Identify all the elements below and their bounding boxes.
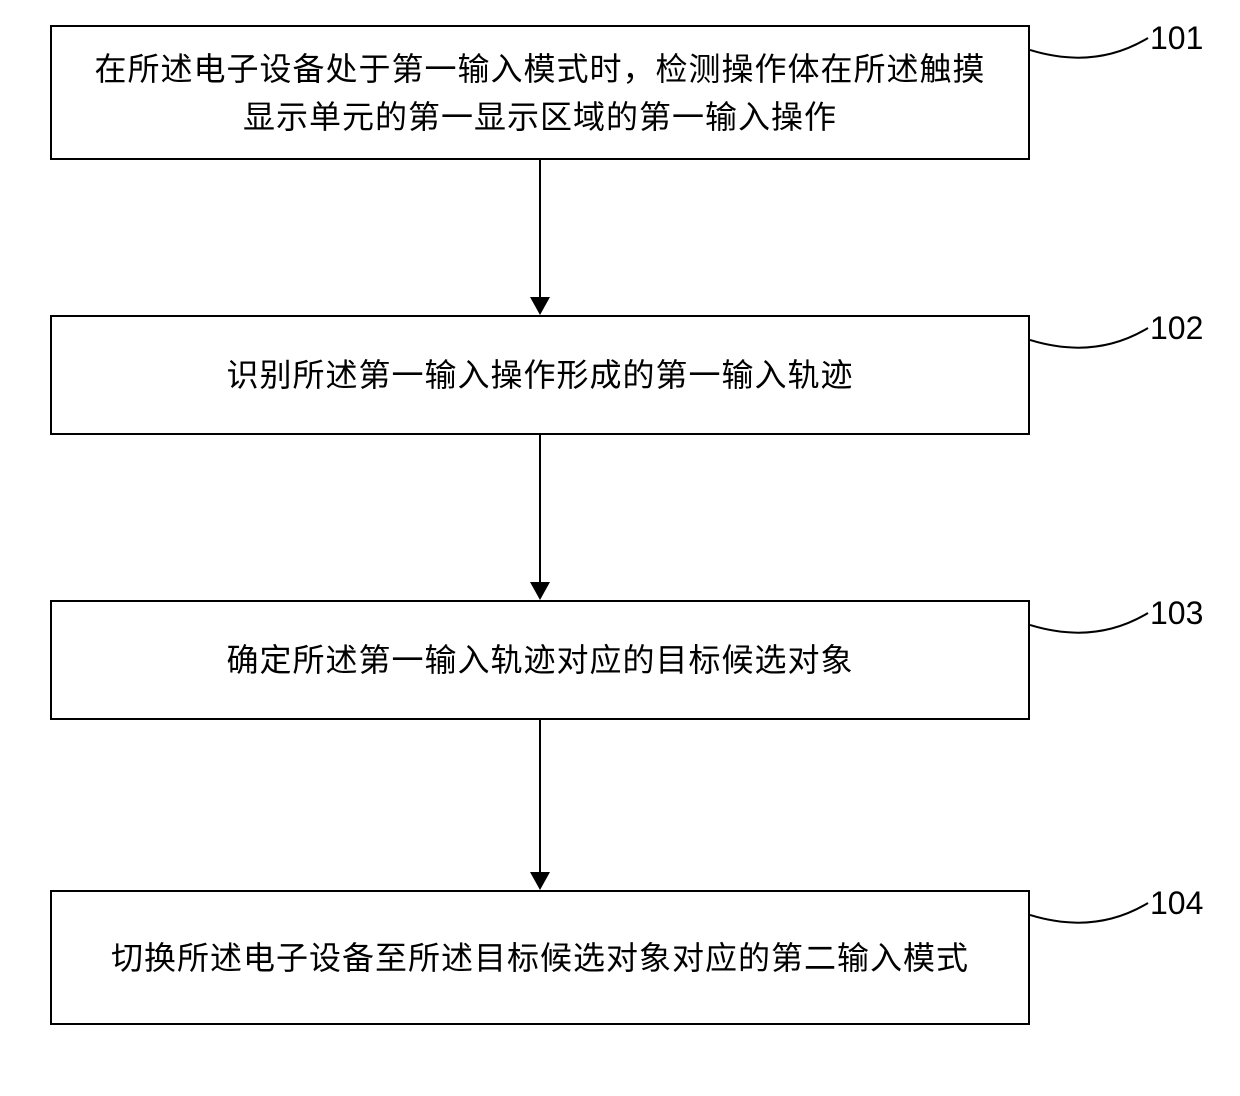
- arrow-head-3-4: [530, 872, 550, 890]
- arrow-1-2: [539, 160, 541, 297]
- step-label-3: 103: [1150, 595, 1203, 632]
- connector-1: [1030, 30, 1150, 80]
- connector-2: [1030, 320, 1150, 370]
- connector-4: [1030, 895, 1150, 945]
- flow-step-4-text: 切换所述电子设备至所述目标候选对象对应的第二输入模式: [111, 934, 969, 982]
- flow-step-3: 确定所述第一输入轨迹对应的目标候选对象: [50, 600, 1030, 720]
- flow-step-3-text: 确定所述第一输入轨迹对应的目标候选对象: [226, 636, 853, 684]
- flow-step-1: 在所述电子设备处于第一输入模式时，检测操作体在所述触摸显示单元的第一显示区域的第…: [50, 25, 1030, 160]
- flowchart-container: 在所述电子设备处于第一输入模式时，检测操作体在所述触摸显示单元的第一显示区域的第…: [0, 0, 1240, 1096]
- flow-step-1-text: 在所述电子设备处于第一输入模式时，检测操作体在所述触摸显示单元的第一显示区域的第…: [82, 45, 998, 141]
- connector-3: [1030, 605, 1150, 655]
- arrow-head-1-2: [530, 297, 550, 315]
- flow-step-2-text: 识别所述第一输入操作形成的第一输入轨迹: [226, 351, 853, 399]
- arrow-3-4: [539, 720, 541, 872]
- arrow-2-3: [539, 435, 541, 582]
- flow-step-4: 切换所述电子设备至所述目标候选对象对应的第二输入模式: [50, 890, 1030, 1025]
- step-label-2: 102: [1150, 310, 1203, 347]
- step-label-1: 101: [1150, 20, 1203, 57]
- arrow-head-2-3: [530, 582, 550, 600]
- flow-step-2: 识别所述第一输入操作形成的第一输入轨迹: [50, 315, 1030, 435]
- step-label-4: 104: [1150, 885, 1203, 922]
